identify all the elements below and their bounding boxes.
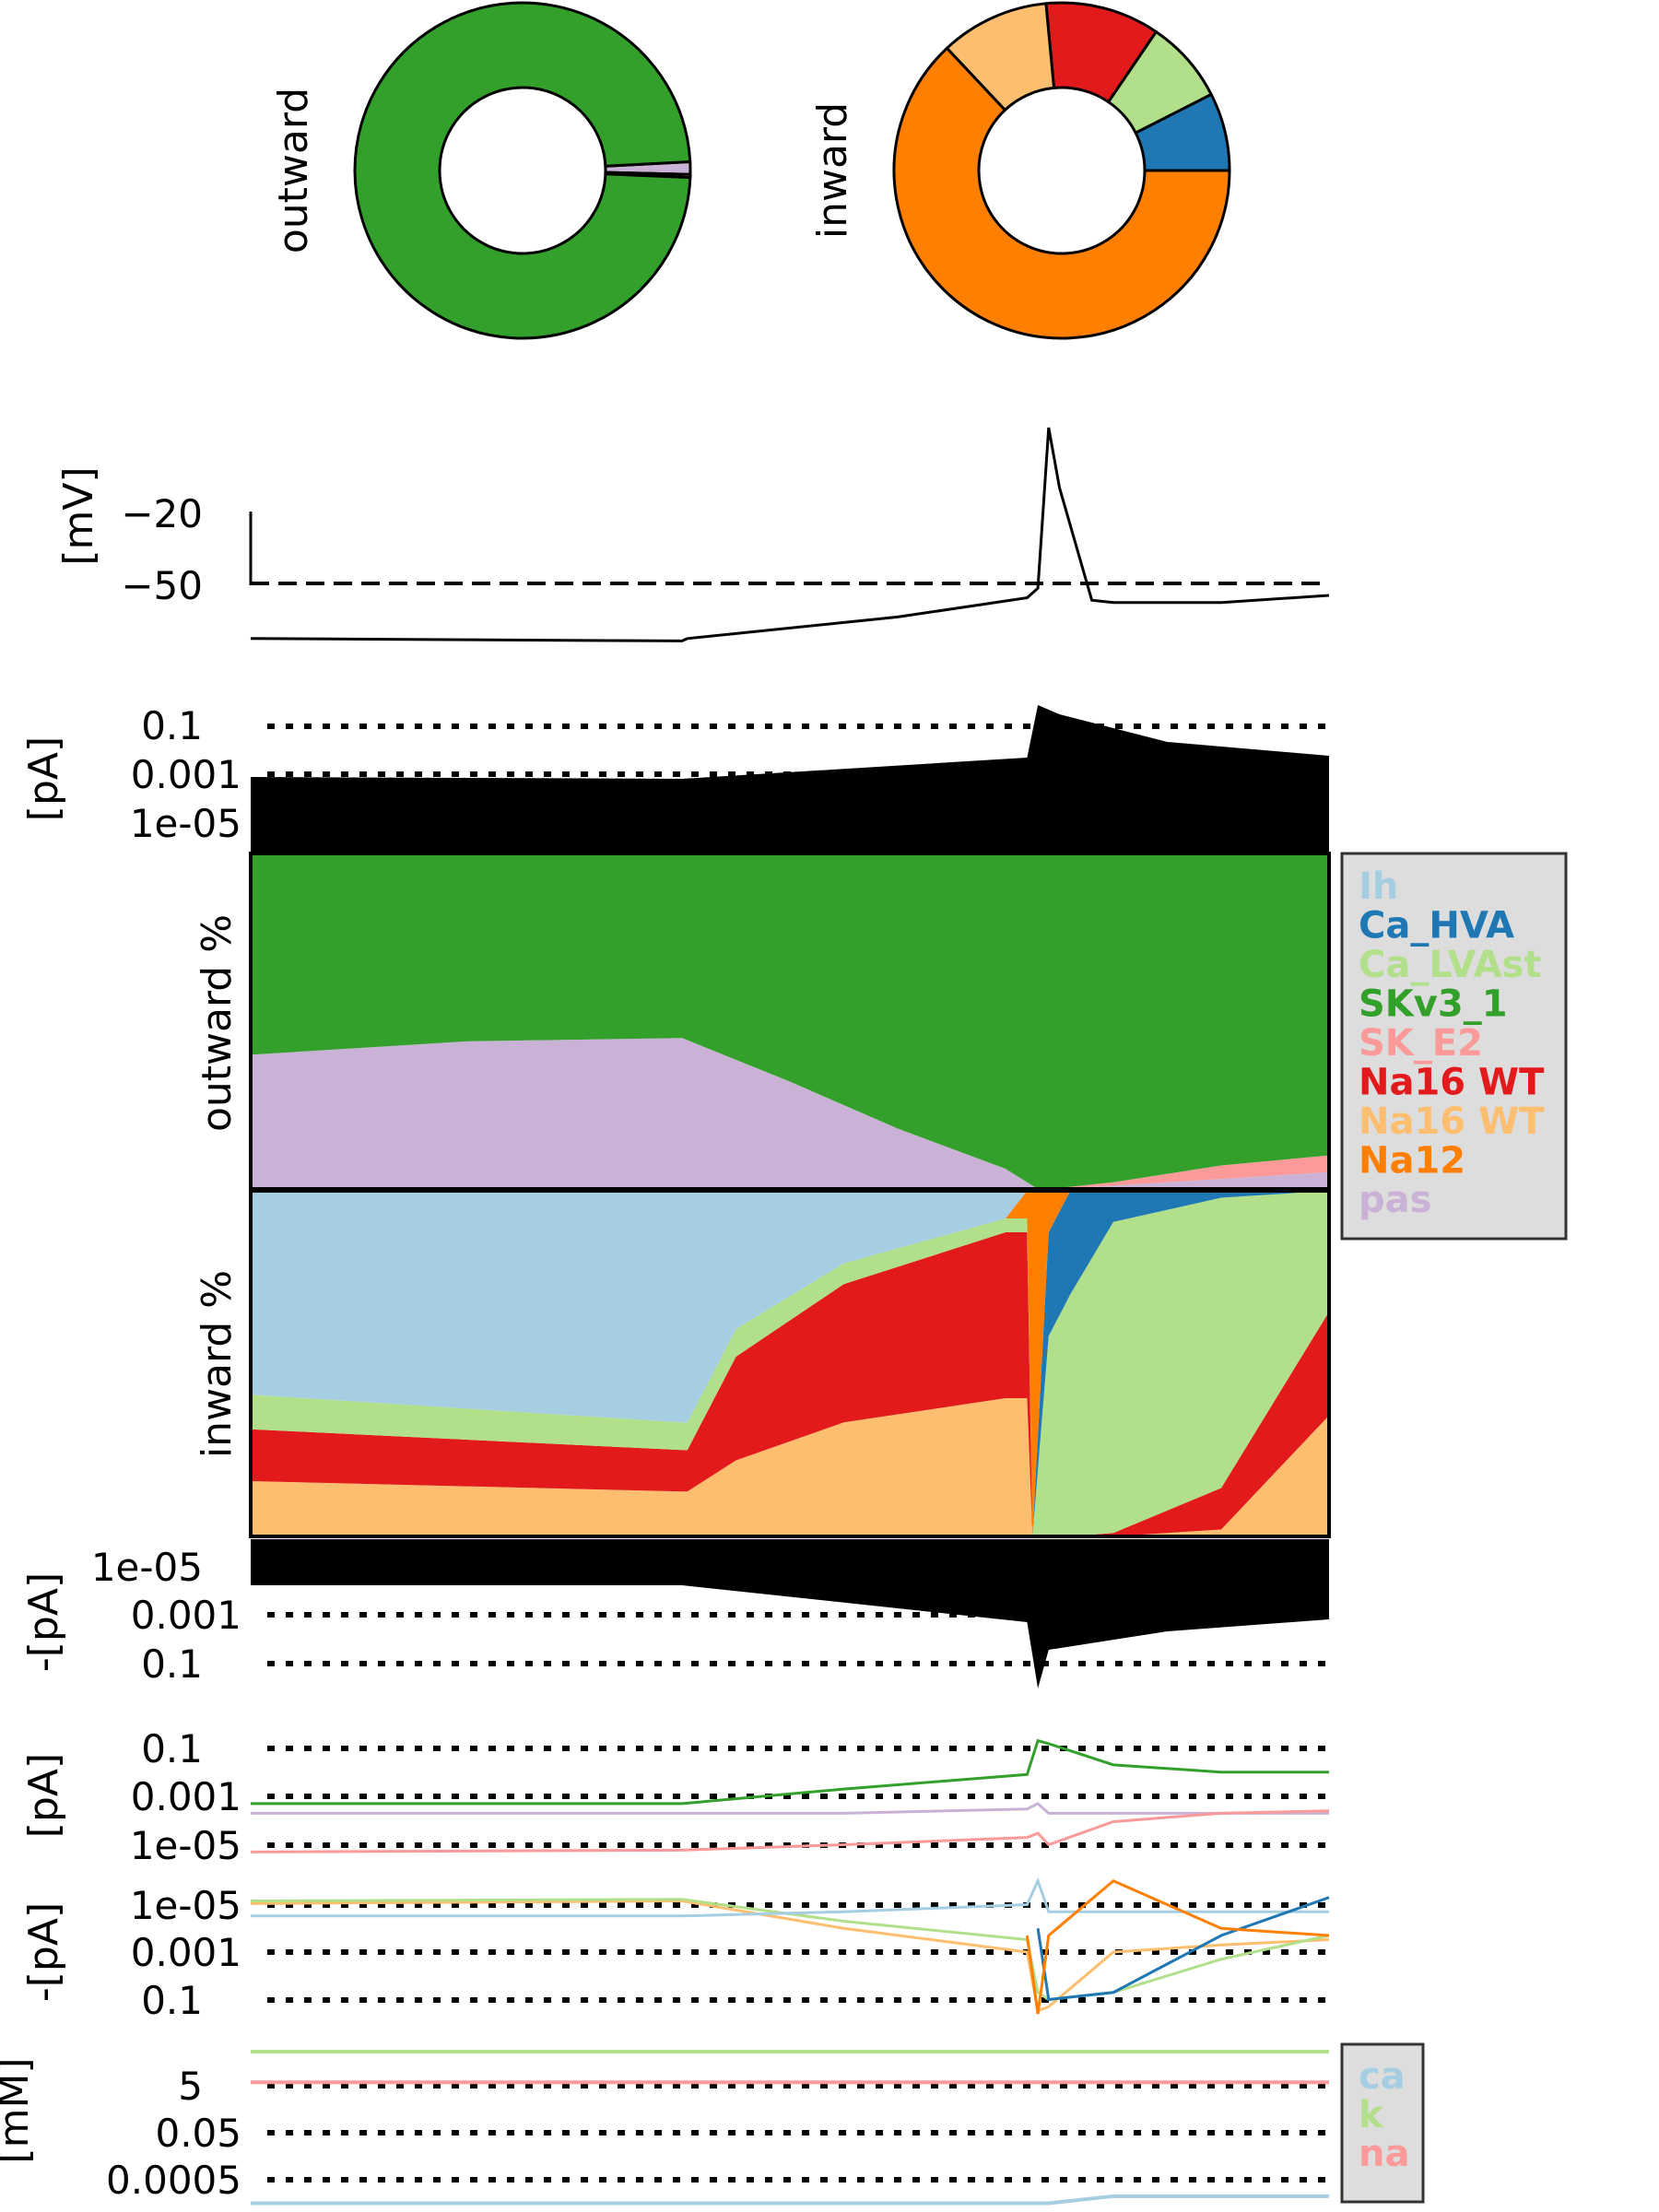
ion-legend-na: na bbox=[1359, 2133, 1409, 2175]
inward-donut-label: inward bbox=[809, 102, 856, 239]
voltage-ylabel: [mV] bbox=[55, 466, 102, 565]
total-inward-area bbox=[251, 1539, 1329, 1688]
outward-percent-panel bbox=[249, 852, 1331, 1191]
outward-percent-ylabel: outward % bbox=[194, 914, 241, 1132]
concentration-tick-2: 0.05 bbox=[155, 2111, 241, 2156]
outward-currents-tick-3: 1e-05 bbox=[130, 1823, 241, 1868]
total-outward-area bbox=[251, 705, 1329, 853]
outward-currents-ylabel: [pA] bbox=[20, 1753, 67, 1838]
inward-donut bbox=[892, 1, 1231, 340]
line-ca bbox=[251, 2194, 1329, 2206]
donut-slice-skv3-1 bbox=[353, 1, 692, 340]
area-ca-lvast bbox=[251, 1191, 1329, 1536]
outward-currents-tick-2: 0.001 bbox=[131, 1774, 241, 1819]
area-ih bbox=[251, 1191, 1329, 1423]
inward-currents-tick-3: 0.1 bbox=[141, 1978, 203, 2023]
line-ca-lvast bbox=[250, 1898, 1330, 2002]
legend-item-skv3-1: SKv3_1 bbox=[1359, 983, 1508, 1026]
panel-frame bbox=[249, 1189, 1331, 1538]
donut-slice-na12 bbox=[892, 46, 1231, 340]
outward-currents-tick-1: 0.1 bbox=[141, 1726, 203, 1771]
legend-item-na16-wt: Na16 WT bbox=[1359, 1100, 1545, 1143]
inward-currents-tick-2: 0.001 bbox=[131, 1930, 241, 1975]
area-na16-wt-orange bbox=[251, 1398, 1329, 1536]
legend-item-sk-e2: SK_E2 bbox=[1359, 1022, 1483, 1065]
concentration-tick-3: 0.0005 bbox=[106, 2158, 241, 2203]
line-sk-e2 bbox=[250, 1809, 1330, 1853]
inward-currents-tick-1: 1e-05 bbox=[130, 1883, 241, 1928]
total-outward-tick-3: 1e-05 bbox=[130, 801, 241, 846]
line-ih bbox=[251, 1877, 1329, 1918]
line-na16-wt-orange bbox=[250, 1900, 1330, 2013]
area-na16-wt-red bbox=[251, 1232, 1329, 1536]
legend-item-ih: Ih bbox=[1359, 865, 1398, 908]
inward-percent-panel bbox=[249, 1189, 1331, 1538]
outward-donut-label: outward bbox=[270, 88, 317, 253]
total-inward-panel: 1e-05 0.001 0.1 -[pA] bbox=[20, 1539, 1329, 1688]
line-ca-hva bbox=[1036, 1896, 1330, 2002]
outward-donut bbox=[353, 1, 692, 340]
legend-item-ca-lvast: Ca_LVAst bbox=[1359, 944, 1541, 986]
line-skv3-1 bbox=[251, 1738, 1329, 1806]
voltage-tick-1: −20 bbox=[121, 491, 203, 536]
legend-item-ca-hva: Ca_HVA bbox=[1359, 905, 1514, 947]
total-inward-ylabel: -[pA] bbox=[20, 1572, 67, 1672]
total-outward-tick-1: 0.1 bbox=[141, 703, 203, 748]
area-skv3-1 bbox=[251, 853, 1329, 1189]
ion-legend-ca: ca bbox=[1359, 2055, 1406, 2098]
legend-item-na12: Na12 bbox=[1359, 1140, 1465, 1182]
inward-currents-panel: 1e-05 0.001 0.1 -[pA] bbox=[20, 1877, 1330, 2023]
total-outward-tick-2: 0.001 bbox=[131, 752, 241, 797]
legend-item-pas: pas bbox=[1359, 1179, 1431, 1221]
voltage-trace bbox=[250, 427, 1330, 642]
total-outward-panel: 0.1 0.001 1e-05 [pA] bbox=[20, 703, 1329, 853]
ion-legend-k: k bbox=[1359, 2094, 1384, 2136]
concentration-ylabel: [mM] bbox=[0, 2057, 38, 2163]
legend-item-na16-wt: Na16 WT bbox=[1359, 1062, 1545, 1104]
total-inward-tick-2: 0.001 bbox=[131, 1593, 241, 1638]
total-outward-ylabel: [pA] bbox=[20, 736, 67, 821]
area-pas bbox=[251, 1038, 1329, 1189]
voltage-tick-2: −50 bbox=[121, 563, 203, 608]
voltage-panel: −20 −50 [mV] bbox=[55, 427, 1330, 642]
inward-currents-ylabel: -[pA] bbox=[20, 1902, 67, 2002]
area-ca-hva bbox=[251, 1191, 1329, 1536]
line-pas bbox=[251, 1802, 1329, 1815]
total-inward-tick-3: 0.1 bbox=[141, 1641, 203, 1687]
outward-currents-panel: 0.1 0.001 1e-05 [pA] bbox=[20, 1726, 1330, 1868]
area-sk-e2 bbox=[251, 1038, 1329, 1189]
inward-percent-ylabel: inward % bbox=[194, 1270, 241, 1458]
total-inward-tick-1: 1e-05 bbox=[91, 1545, 203, 1590]
concentration-tick-1: 5 bbox=[178, 2064, 203, 2109]
line-na12 bbox=[1025, 1879, 1330, 2015]
